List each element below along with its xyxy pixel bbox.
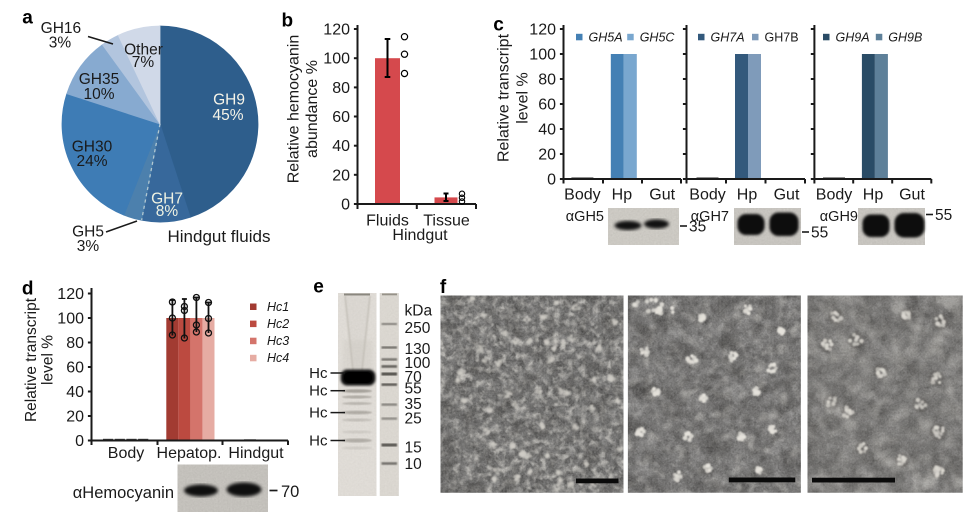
svg-text:Hindgut fluids: Hindgut fluids	[167, 227, 270, 246]
svg-text:αHemocyanin: αHemocyanin	[73, 484, 174, 502]
svg-text:Hc4: Hc4	[267, 351, 289, 365]
svg-text:GH7: GH7	[151, 191, 183, 208]
svg-text:80: 80	[66, 335, 84, 352]
svg-text:GH5: GH5	[72, 224, 104, 241]
svg-text:Hc: Hc	[309, 433, 328, 450]
svg-text:Tissue: Tissue	[423, 213, 470, 230]
svg-text:80: 80	[538, 72, 556, 89]
svg-text:Hc3: Hc3	[267, 334, 289, 348]
svg-text:40: 40	[538, 122, 556, 139]
svg-text:GH9B: GH9B	[888, 31, 922, 45]
svg-text:Body: Body	[816, 187, 852, 204]
svg-text:GH5A: GH5A	[589, 31, 623, 45]
svg-text:0: 0	[75, 433, 84, 450]
svg-text:GH35: GH35	[79, 71, 120, 88]
svg-text:level %: level %	[40, 335, 57, 385]
svg-text:f: f	[440, 277, 447, 298]
svg-text:20: 20	[332, 167, 350, 184]
svg-text:8%: 8%	[156, 203, 179, 220]
svg-text:Relative transcript: Relative transcript	[496, 33, 513, 162]
svg-text:130: 130	[405, 341, 431, 358]
svg-text:70: 70	[281, 483, 299, 501]
svg-text:abundance %: abundance %	[304, 60, 321, 158]
svg-text:3%: 3%	[49, 35, 72, 52]
svg-text:55: 55	[405, 381, 422, 398]
svg-text:Hc2: Hc2	[267, 317, 289, 331]
svg-text:Body: Body	[108, 445, 144, 462]
svg-text:70: 70	[405, 369, 423, 386]
svg-text:Hp: Hp	[737, 187, 758, 204]
svg-text:GH5C: GH5C	[640, 31, 676, 45]
svg-text:20: 20	[66, 409, 84, 426]
svg-text:Hc: Hc	[309, 383, 328, 400]
svg-text:Hc: Hc	[309, 405, 328, 422]
svg-text:Body: Body	[689, 187, 725, 204]
svg-text:Body: Body	[564, 187, 600, 204]
svg-text:Hindgut: Hindgut	[228, 445, 284, 462]
svg-text:100: 100	[529, 47, 556, 64]
svg-text:b: b	[281, 11, 293, 32]
svg-text:55: 55	[811, 225, 828, 242]
svg-text:15: 15	[405, 440, 422, 457]
svg-text:0: 0	[547, 172, 556, 189]
svg-text:Gut: Gut	[649, 187, 675, 204]
svg-text:24%: 24%	[76, 153, 107, 170]
svg-text:αGH5: αGH5	[566, 209, 604, 225]
svg-text:Gut: Gut	[774, 187, 800, 204]
svg-text:0: 0	[341, 197, 350, 214]
svg-text:60: 60	[332, 109, 350, 126]
svg-text:80: 80	[332, 80, 350, 97]
svg-text:120: 120	[323, 22, 350, 39]
svg-text:60: 60	[66, 360, 84, 377]
svg-text:35: 35	[689, 219, 706, 236]
svg-text:Gut: Gut	[899, 187, 925, 204]
svg-text:40: 40	[332, 138, 350, 155]
svg-text:GH16: GH16	[41, 20, 82, 37]
svg-text:100: 100	[323, 51, 350, 68]
svg-text:GH9: GH9	[213, 92, 245, 109]
svg-text:αGH9: αGH9	[820, 209, 858, 225]
svg-text:level %: level %	[515, 72, 532, 124]
svg-text:GH30: GH30	[72, 139, 113, 156]
svg-text:Hp: Hp	[863, 187, 884, 204]
svg-text:Other: Other	[124, 42, 163, 59]
svg-text:Hp: Hp	[612, 187, 633, 204]
svg-text:Hc1: Hc1	[267, 300, 289, 314]
svg-text:Relative hemocyanin: Relative hemocyanin	[286, 35, 303, 184]
svg-text:7%: 7%	[132, 54, 155, 71]
svg-text:35: 35	[405, 396, 422, 413]
svg-text:Hepatop.: Hepatop.	[157, 445, 222, 462]
svg-text:120: 120	[57, 286, 84, 303]
svg-text:55: 55	[935, 207, 952, 224]
svg-text:a: a	[22, 7, 33, 28]
svg-text:c: c	[493, 15, 504, 36]
svg-text:Fluids: Fluids	[366, 213, 409, 230]
svg-text:kDa: kDa	[405, 303, 433, 320]
svg-text:100: 100	[57, 311, 84, 328]
svg-text:10%: 10%	[83, 86, 114, 103]
svg-text:GH7B: GH7B	[765, 31, 799, 45]
svg-text:Hc: Hc	[309, 365, 328, 382]
svg-text:120: 120	[529, 22, 556, 39]
svg-text:GH7A: GH7A	[711, 31, 745, 45]
svg-text:250: 250	[405, 320, 431, 337]
svg-text:100: 100	[405, 355, 431, 372]
svg-text:GH9A: GH9A	[836, 31, 870, 45]
svg-text:25: 25	[405, 411, 422, 428]
svg-text:Hindgut: Hindgut	[392, 227, 448, 244]
svg-text:60: 60	[538, 97, 556, 114]
svg-text:45%: 45%	[212, 107, 243, 124]
svg-text:αGH7: αGH7	[691, 209, 729, 225]
svg-text:Relative transcript: Relative transcript	[23, 297, 40, 422]
svg-text:3%: 3%	[77, 238, 100, 255]
svg-text:40: 40	[66, 384, 84, 401]
svg-text:20: 20	[538, 147, 556, 164]
svg-text:e: e	[313, 277, 324, 298]
svg-text:10: 10	[405, 456, 423, 473]
svg-text:d: d	[22, 278, 34, 299]
